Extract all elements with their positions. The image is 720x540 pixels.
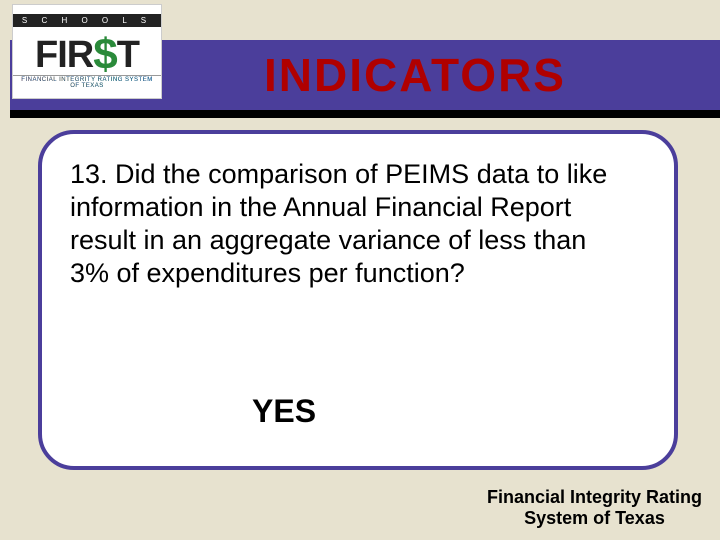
logo-dollar-icon: $	[93, 33, 116, 77]
logo-main: FIR$T	[35, 27, 139, 75]
logo-suffix: T	[117, 34, 139, 76]
indicator-answer: YES	[252, 393, 316, 430]
indicator-question: 13. Did the comparison of PEIMS data to …	[70, 158, 624, 290]
footer-text: Financial Integrity Rating System of Tex…	[487, 487, 702, 530]
schools-first-logo: S C H O O L S FIR$T FINANCIAL INTEGRITY …	[12, 4, 162, 99]
footer-line-2: System of Texas	[524, 508, 665, 528]
content-box: 13. Did the comparison of PEIMS data to …	[38, 130, 678, 470]
header-title: INDICATORS	[264, 48, 566, 102]
logo-sub-label: FINANCIAL INTEGRITY RATING SYSTEM OF TEX…	[13, 75, 161, 90]
logo-prefix: FIR	[35, 34, 93, 76]
logo-top-label: S C H O O L S	[13, 14, 161, 27]
footer-line-1: Financial Integrity Rating	[487, 487, 702, 507]
header-underline	[10, 110, 720, 118]
